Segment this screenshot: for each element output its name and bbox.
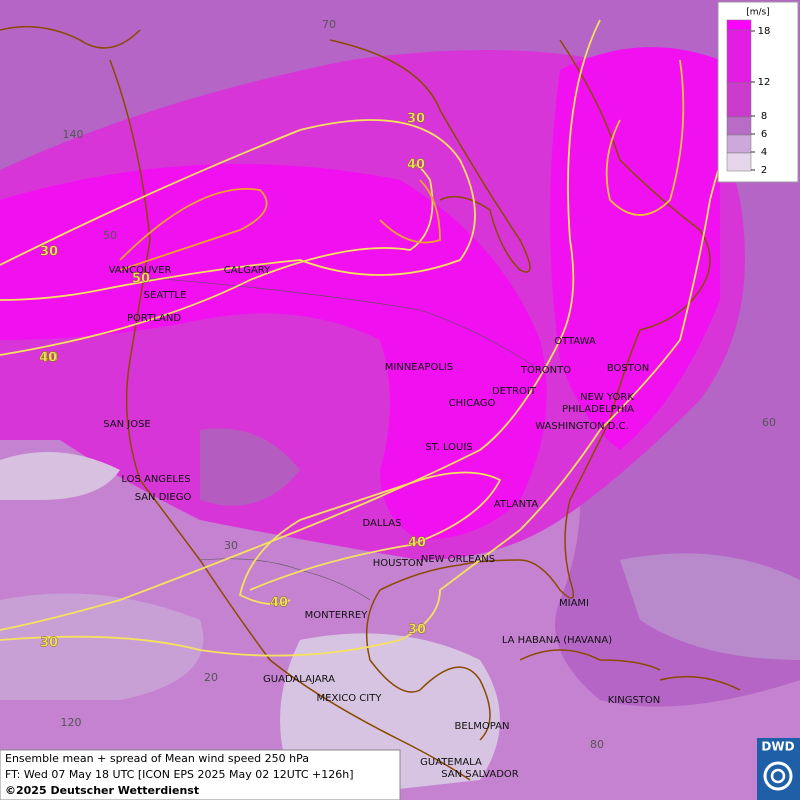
city-label: NEW ORLEANS — [421, 554, 495, 565]
grid-label: 140 — [63, 128, 84, 141]
footer: Ensemble mean + spread of Mean wind spee… — [0, 749, 401, 800]
grid-label: 20 — [204, 671, 218, 684]
city-label: BELMOPAN — [455, 721, 510, 732]
contour-label: 40 — [40, 351, 58, 366]
grid-label: 60 — [762, 416, 776, 429]
legend-tick-label: 2 — [761, 165, 767, 176]
legend-swatch — [726, 19, 752, 31]
legend-swatch — [726, 116, 752, 136]
city-label: PHILADELPHIA — [562, 404, 634, 415]
grid-label: 70 — [322, 18, 336, 31]
coastlines — [0, 25, 741, 781]
legend-swatch — [726, 152, 752, 172]
city-label: DALLAS — [363, 518, 402, 529]
city-label: CHICAGO — [449, 398, 496, 409]
city-label: ATLANTA — [494, 499, 539, 510]
city-label: GUATEMALA — [420, 757, 482, 768]
logo-swirl — [763, 761, 793, 791]
contour-label: 30 — [408, 623, 426, 638]
isotachs — [0, 19, 731, 657]
contour-label: 40 — [270, 596, 288, 611]
contour-label: 50 — [132, 272, 150, 287]
city-label: KINGSTON — [608, 695, 661, 706]
legend-tick-label: 4 — [761, 147, 767, 158]
city-label: CALGARY — [224, 265, 271, 276]
city-label: SEATTLE — [144, 290, 187, 301]
city-label: LA HABANA (HAVANA) — [502, 635, 612, 646]
footer-line: Ensemble mean + spread of Mean wind spee… — [5, 752, 309, 765]
legend-unit: [m/s] — [746, 8, 770, 18]
footer-line: FT: Wed 07 May 18 UTC [ICON EPS 2025 May… — [5, 768, 354, 781]
contour-label: 40 — [39, 351, 57, 366]
legend-tick-label: 6 — [761, 129, 767, 140]
contour-label: 30 — [40, 245, 58, 260]
contour-label: 30 — [40, 636, 58, 651]
city-label: SAN JOSE — [103, 419, 151, 430]
city-label: GUADALAJARA — [263, 674, 335, 685]
city-label: WASHINGTON D.C. — [535, 421, 629, 432]
grid-label: 30 — [224, 539, 238, 552]
footer-box — [0, 749, 401, 800]
grid-label: 50 — [103, 229, 117, 242]
city-label: BOSTON — [607, 363, 649, 374]
legend-tick-label: 8 — [761, 111, 767, 122]
city-label: HOUSTON — [373, 558, 424, 569]
city-label: MIAMI — [559, 598, 589, 609]
grid-label: 80 — [590, 738, 604, 751]
labels: VANCOUVER CALGARY SEATTLE PORTLAND MINNEAPOL… — [39, 18, 776, 780]
legend-bars: 18 12 8 6 4 2 — [726, 19, 771, 176]
city-label: DETROIT — [492, 386, 537, 397]
contour-label: 30 — [407, 112, 425, 127]
logo-text: DWD — [761, 740, 794, 754]
city-label: NEW YORK — [580, 392, 634, 403]
logo-swirl — [770, 768, 786, 784]
city-label: TORONTO — [520, 365, 571, 376]
legend-swatch — [726, 29, 752, 84]
logo: DWD — [757, 738, 800, 800]
city-label: ST. LOUIS — [425, 442, 472, 453]
city-label: MEXICO CITY — [317, 693, 383, 704]
legend: [m/s] 18 12 8 6 4 2 — [717, 1, 799, 183]
contour-label: 40 — [407, 158, 425, 173]
city-label: MONTERREY — [305, 610, 369, 621]
city-label: PORTLAND — [127, 313, 181, 324]
legend-tick-label: 18 — [758, 26, 771, 37]
city-label: VANCOUVER — [109, 265, 172, 276]
city-label: SAN SALVADOR — [441, 769, 518, 780]
city-label: OTTAWA — [554, 336, 596, 347]
footer-line: ©2025 Deutscher Wetterdienst — [5, 784, 199, 797]
legend-swatch — [726, 82, 752, 118]
legend-tick-label: 12 — [758, 77, 771, 88]
legend-swatch — [726, 134, 752, 154]
contour-label: 40 — [408, 536, 426, 551]
city-label: LOS ANGELES — [121, 474, 190, 485]
grid-label: 120 — [61, 716, 82, 729]
city-label: MINNEAPOLIS — [385, 362, 453, 373]
city-label: SAN DIEGO — [135, 492, 192, 503]
borders — [149, 277, 541, 601]
